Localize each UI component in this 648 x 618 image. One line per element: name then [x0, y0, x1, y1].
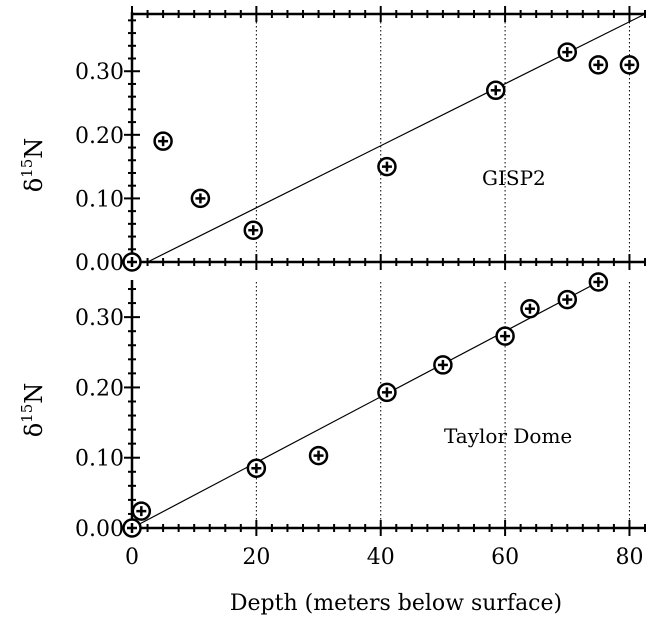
- panel-taylor-dome: 0.00 0.10 0.20 0.30 0 20 40 60 80 Taylor Dome δ15N: [18, 272, 646, 570]
- data-point: [246, 458, 267, 479]
- data-point: [486, 80, 506, 101]
- data-point: [131, 501, 152, 521]
- data-point: [495, 326, 515, 346]
- chart-panels: 0.00 0.10 0.20 0.30 GISP2 δ15N 0.00 0.10 0.20 0.3…: [18, 6, 646, 570]
- y-tick-label: 0.20: [75, 376, 124, 401]
- panel-label: GISP2: [482, 166, 546, 190]
- data-point: [243, 220, 264, 240]
- data-point: [308, 445, 329, 466]
- panel-gisp2: 0.00 0.10 0.20 0.30 GISP2 δ15N: [18, 6, 646, 276]
- x-tick-label: 0: [125, 545, 139, 570]
- data-point: [122, 252, 142, 272]
- x-tick-label: 80: [615, 545, 643, 570]
- y-tick-label: 0.30: [75, 306, 124, 331]
- y-tick-label: 0.10: [75, 187, 124, 212]
- data-point: [433, 355, 453, 375]
- data-point: [557, 42, 578, 62]
- x-axis-title: Depth (meters below surface): [230, 591, 562, 616]
- data-point: [190, 188, 211, 209]
- x-tick-label: 40: [367, 545, 395, 570]
- data-point: [557, 289, 578, 310]
- y-tick-label: 0.00: [75, 251, 124, 276]
- y-tick-label: 0.30: [75, 60, 124, 85]
- panel-label: Taylor Dome: [444, 424, 572, 448]
- data-point: [377, 156, 397, 177]
- data-point: [588, 55, 609, 75]
- y-tick-label: 0.10: [75, 447, 124, 472]
- data-point: [377, 382, 397, 403]
- x-tick-label: 20: [242, 545, 270, 570]
- fit-line: [131, 281, 599, 529]
- data-point: [588, 272, 609, 292]
- data-point: [619, 55, 640, 75]
- y-axis-title: δ15N: [18, 138, 48, 193]
- data-point: [122, 518, 142, 538]
- y-tick-label: 0.00: [75, 517, 124, 542]
- data-point: [520, 298, 540, 319]
- data-point: [153, 131, 173, 151]
- y-tick-label: 0.20: [75, 124, 124, 149]
- x-tick-label: 60: [491, 545, 519, 570]
- y-axis-title: δ15N: [18, 383, 48, 438]
